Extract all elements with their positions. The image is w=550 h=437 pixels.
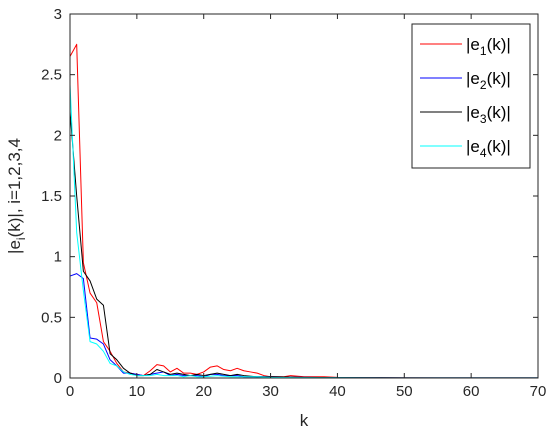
y-tick-label-2: 1 <box>54 249 62 266</box>
x-tick-label-7: 70 <box>530 383 547 400</box>
x-tick-label-0: 0 <box>66 383 74 400</box>
legend-label-e3: |e3(k)| <box>466 103 511 126</box>
y-tick-label-3: 1.5 <box>41 188 62 205</box>
x-tick-label-2: 20 <box>195 383 212 400</box>
x-tick-label-4: 40 <box>329 383 346 400</box>
series-line-e1 <box>69 43 538 379</box>
x-axis-label: k <box>300 411 309 430</box>
y-tick-label-5: 2.5 <box>41 67 62 84</box>
y-axis-label-suffix: (k)|, i=1,2,3,4 <box>5 138 24 237</box>
x-tick-label-1: 10 <box>129 383 146 400</box>
y-axis-label-subscript: i <box>14 237 28 240</box>
y-axis-label: |ei(k)|, i=1,2,3,4 <box>5 138 28 254</box>
legend: |e1(k)| |e2(k)| |e3(k)| |e4(k)| <box>411 23 531 169</box>
x-tick-label-3: 30 <box>262 383 279 400</box>
y-tick-label-6: 3 <box>54 6 62 23</box>
y-axis-label-prefix: |e <box>5 240 24 254</box>
y-tick-label-0: 0 <box>54 370 62 387</box>
y-tick-label-4: 2 <box>54 127 62 144</box>
legend-box <box>411 23 531 169</box>
x-tick-label-6: 60 <box>463 383 480 400</box>
ticks-layer: 0 10 20 30 40 50 60 70 0 0.5 1 1.5 2 2.5 3 <box>41 6 546 400</box>
y-tick-label-1: 0.5 <box>41 309 62 326</box>
series-layer <box>69 43 538 379</box>
legend-label-e4: |e4(k)| <box>466 137 511 160</box>
x-tick-label-5: 50 <box>396 383 413 400</box>
legend-label-e2: |e2(k)| <box>466 69 511 92</box>
legend-label-e1: |e1(k)| <box>466 35 511 58</box>
